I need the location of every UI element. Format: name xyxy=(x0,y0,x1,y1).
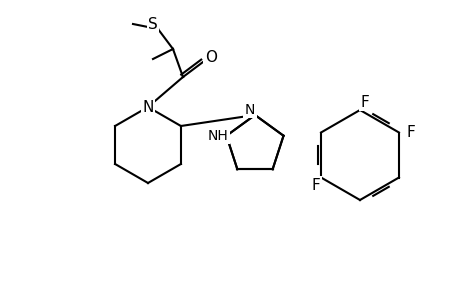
Text: F: F xyxy=(406,125,414,140)
Text: F: F xyxy=(360,94,369,110)
Text: N: N xyxy=(142,100,153,115)
Text: N: N xyxy=(244,103,255,117)
Text: NH: NH xyxy=(207,129,228,143)
Text: S: S xyxy=(148,16,157,32)
Text: O: O xyxy=(205,50,217,64)
Text: F: F xyxy=(311,178,320,193)
